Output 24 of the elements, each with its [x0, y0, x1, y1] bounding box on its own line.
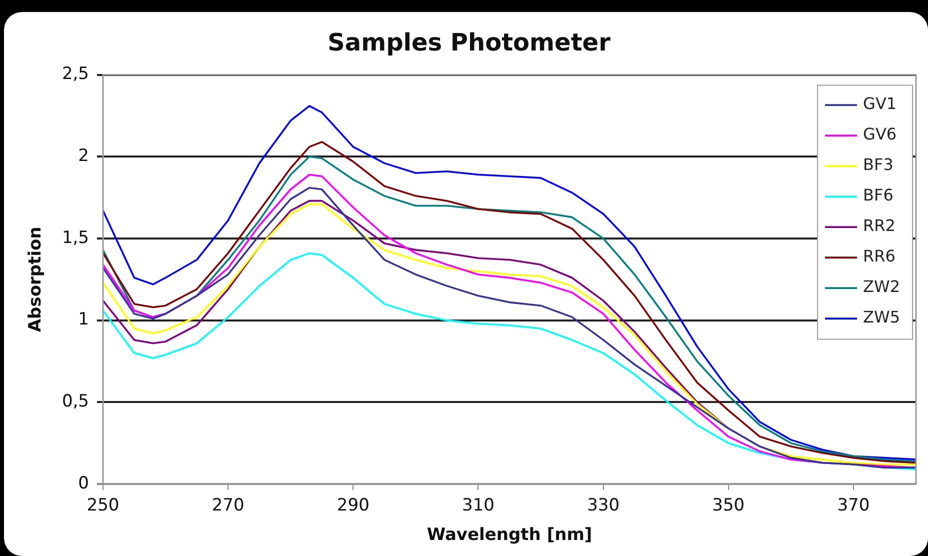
- legend-label: ZW5: [863, 308, 900, 327]
- y-tick-label: 2,5: [62, 64, 89, 84]
- y-tick-label: 1: [78, 310, 89, 330]
- x-tick-label: 370: [837, 496, 870, 516]
- x-tick-label: 290: [336, 496, 370, 516]
- y-tick-label: 1,5: [62, 228, 89, 248]
- legend-label: RR2: [863, 216, 896, 236]
- y-tick-label: 0: [78, 473, 89, 494]
- y-axis-title: Absorption: [26, 226, 46, 332]
- x-tick-label: 270: [212, 496, 244, 516]
- legend-label: BF6: [863, 186, 894, 205]
- y-tick-label: 2: [78, 146, 89, 166]
- legend-label: BF3: [863, 155, 894, 174]
- legend-label: ZW2: [863, 277, 900, 296]
- x-tick-label: 350: [712, 496, 745, 516]
- x-tick-label: 330: [587, 496, 620, 516]
- x-tick-label: 310: [462, 496, 494, 516]
- y-tick-label: 0,5: [62, 392, 89, 412]
- legend-label: GV6: [863, 124, 897, 144]
- x-axis-title: Wavelength [nm]: [426, 525, 592, 546]
- x-tick-label: 250: [86, 496, 120, 516]
- legend-label: RR6: [863, 246, 896, 266]
- legend-label: GV1: [863, 94, 897, 114]
- chart-title: Samples Photometer: [328, 28, 611, 57]
